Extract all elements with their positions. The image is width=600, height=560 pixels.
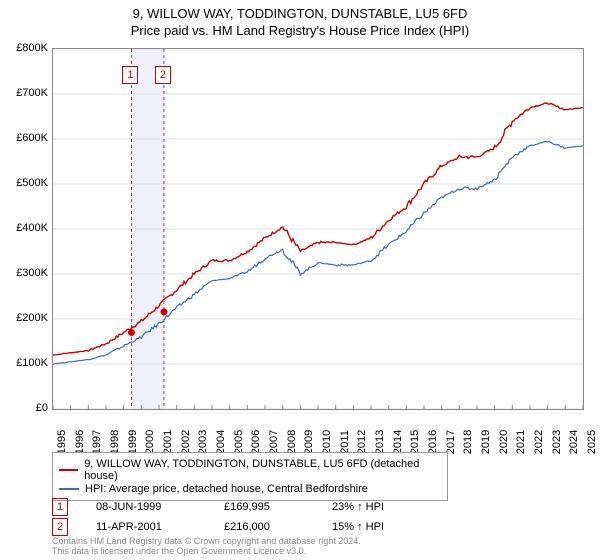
x-tick-label: 2015 — [409, 430, 421, 454]
x-tick-label: 2009 — [303, 430, 315, 454]
x-tick-label: 2013 — [374, 430, 386, 454]
x-tick-label: 2000 — [144, 430, 156, 454]
y-tick-label: £600K — [0, 132, 48, 144]
x-tick-label: 2007 — [268, 430, 280, 454]
y-tick-label: £400K — [0, 222, 48, 234]
x-tick-label: 2014 — [392, 430, 404, 454]
chart-container: 9, WILLOW WAY, TODDINGTON, DUNSTABLE, LU… — [0, 0, 600, 560]
x-tick-label: 2005 — [233, 430, 245, 454]
chart-marker-badge-1: 1 — [122, 66, 138, 84]
x-tick-label: 2018 — [462, 430, 474, 454]
x-tick-label: 2017 — [445, 430, 457, 454]
y-tick-label: £300K — [0, 267, 48, 279]
x-tick-label: 2021 — [515, 430, 527, 454]
legend-row-hpi: HPI: Average price, detached house, Cent… — [59, 483, 441, 495]
x-tick-label: 2011 — [339, 430, 351, 454]
marker-delta-1: 23% ↑ HPI — [332, 501, 422, 513]
y-tick-label: £700K — [0, 87, 48, 99]
title-line-2: Price paid vs. HM Land Registry's House … — [0, 23, 600, 38]
x-tick-label: 2004 — [215, 430, 227, 454]
x-tick-label: 2016 — [427, 430, 439, 454]
chart-plot-area — [52, 48, 584, 410]
x-tick-label: 2012 — [356, 430, 368, 454]
y-tick-label: £200K — [0, 312, 48, 324]
y-tick-label: £800K — [0, 42, 48, 54]
license-text: Contains HM Land Registry data © Crown c… — [52, 536, 361, 557]
y-tick-label: £500K — [0, 177, 48, 189]
marker-price-2: £216,000 — [224, 521, 304, 533]
x-tick-label: 2002 — [180, 430, 192, 454]
license-line-1: Contains HM Land Registry data © Crown c… — [52, 536, 361, 546]
x-tick-label: 2006 — [250, 430, 262, 454]
license-line-2: This data is licensed under the Open Gov… — [52, 546, 306, 556]
x-tick-label: 2001 — [162, 430, 174, 454]
marker-date-1: 08-JUN-1999 — [96, 501, 196, 513]
legend-label-hpi: HPI: Average price, detached house, Cent… — [85, 483, 368, 495]
x-tick-label: 2010 — [321, 430, 333, 454]
markers-table: 1 08-JUN-1999 £169,995 23% ↑ HPI 2 11-AP… — [52, 496, 472, 538]
x-tick-label: 2022 — [533, 430, 545, 454]
x-tick-label: 1996 — [74, 430, 86, 454]
y-tick-label: £0 — [0, 402, 48, 414]
x-tick-label: 1997 — [91, 430, 103, 454]
marker-badge-2: 2 — [52, 518, 68, 536]
chart-marker-badge-2: 2 — [155, 66, 171, 84]
marker-date-2: 11-APR-2001 — [96, 521, 196, 533]
x-tick-label: 2008 — [286, 430, 298, 454]
legend-label-property: 9, WILLOW WAY, TODDINGTON, DUNSTABLE, LU… — [84, 458, 441, 482]
x-tick-label: 2024 — [568, 430, 580, 454]
legend-box: 9, WILLOW WAY, TODDINGTON, DUNSTABLE, LU… — [52, 452, 448, 501]
marker-badge-1: 1 — [52, 498, 68, 516]
legend-swatch-property — [59, 469, 78, 471]
x-tick-label: 2025 — [586, 430, 598, 454]
x-tick-label: 2019 — [480, 430, 492, 454]
title-block: 9, WILLOW WAY, TODDINGTON, DUNSTABLE, LU… — [0, 0, 600, 38]
x-tick-label: 1998 — [109, 430, 121, 454]
chart-svg — [53, 49, 583, 409]
x-tick-label: 1995 — [56, 430, 68, 454]
marker-row-1: 1 08-JUN-1999 £169,995 23% ↑ HPI — [52, 498, 472, 516]
marker-delta-2: 15% ↑ HPI — [332, 521, 422, 533]
legend-row-property: 9, WILLOW WAY, TODDINGTON, DUNSTABLE, LU… — [59, 458, 441, 482]
x-tick-label: 2003 — [197, 430, 209, 454]
legend-swatch-hpi — [59, 488, 79, 490]
marker-price-1: £169,995 — [224, 501, 304, 513]
title-line-1: 9, WILLOW WAY, TODDINGTON, DUNSTABLE, LU… — [0, 6, 600, 21]
y-tick-label: £100K — [0, 357, 48, 369]
marker-row-2: 2 11-APR-2001 £216,000 15% ↑ HPI — [52, 518, 472, 536]
x-tick-label: 1999 — [127, 430, 139, 454]
x-tick-label: 2020 — [498, 430, 510, 454]
x-tick-label: 2023 — [551, 430, 563, 454]
